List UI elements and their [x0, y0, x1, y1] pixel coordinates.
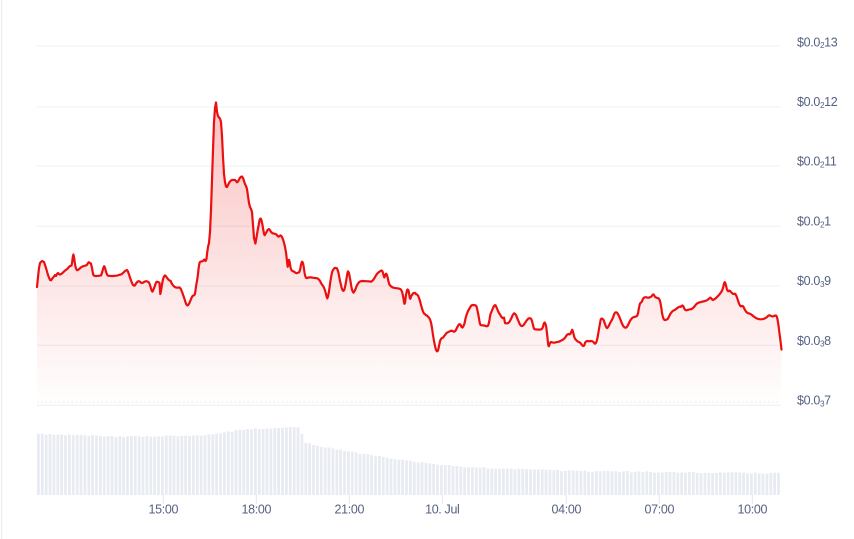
svg-text:10:00: 10:00: [738, 503, 768, 517]
svg-text:15:00: 15:00: [149, 503, 179, 517]
svg-text:$0.0213: $0.0213: [797, 35, 838, 50]
svg-text:21:00: 21:00: [335, 503, 365, 517]
svg-text:07:00: 07:00: [645, 503, 675, 517]
svg-text:$0.037: $0.037: [797, 394, 831, 409]
svg-text:$0.021: $0.021: [797, 215, 831, 230]
svg-text:$0.0212: $0.0212: [797, 95, 838, 110]
svg-text:04:00: 04:00: [552, 503, 582, 517]
svg-text:$0.0211: $0.0211: [797, 155, 837, 170]
svg-text:18:00: 18:00: [242, 503, 272, 517]
svg-text:$0.039: $0.039: [797, 274, 831, 289]
svg-text:$0.038: $0.038: [797, 334, 831, 349]
svg-text:10. Jul: 10. Jul: [425, 503, 459, 517]
